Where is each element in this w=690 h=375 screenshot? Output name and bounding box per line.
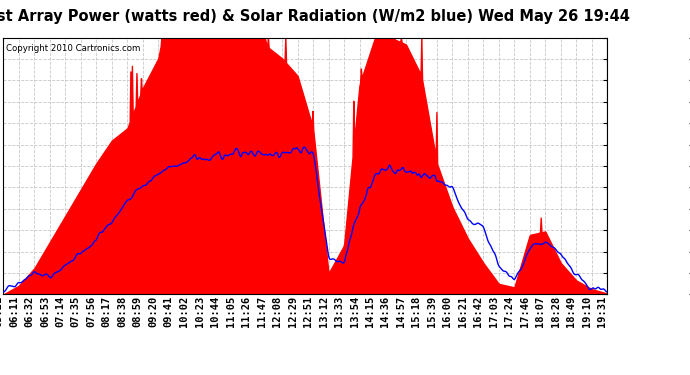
Text: 09:41: 09:41 xyxy=(164,296,174,327)
Text: 15:18: 15:18 xyxy=(411,296,422,327)
Text: 10:44: 10:44 xyxy=(210,296,220,327)
Text: 06:32: 06:32 xyxy=(24,296,34,327)
Text: 13:54: 13:54 xyxy=(350,296,359,327)
Text: 05:21: 05:21 xyxy=(0,296,3,327)
Text: 16:00: 16:00 xyxy=(442,296,453,327)
Text: 07:14: 07:14 xyxy=(55,296,66,327)
Text: 14:36: 14:36 xyxy=(380,296,391,327)
Text: 07:56: 07:56 xyxy=(86,296,97,327)
Text: 13:33: 13:33 xyxy=(334,296,344,327)
Text: 08:38: 08:38 xyxy=(117,296,127,327)
Text: 18:07: 18:07 xyxy=(535,296,545,327)
Text: 12:29: 12:29 xyxy=(288,296,297,327)
Text: 09:20: 09:20 xyxy=(148,296,158,327)
Text: 12:51: 12:51 xyxy=(303,296,313,327)
Text: 13:12: 13:12 xyxy=(319,296,328,327)
Text: 08:17: 08:17 xyxy=(102,296,112,327)
Text: 17:03: 17:03 xyxy=(489,296,499,327)
Text: 12:08: 12:08 xyxy=(272,296,282,327)
Text: 19:10: 19:10 xyxy=(582,296,592,327)
Text: 17:24: 17:24 xyxy=(504,296,514,327)
Text: 18:49: 18:49 xyxy=(566,296,576,327)
Text: 07:35: 07:35 xyxy=(71,296,81,327)
Text: 06:53: 06:53 xyxy=(40,296,50,327)
Text: 15:39: 15:39 xyxy=(427,296,437,327)
Text: 17:46: 17:46 xyxy=(520,296,530,327)
Text: 11:47: 11:47 xyxy=(257,296,266,327)
Text: 16:21: 16:21 xyxy=(458,296,468,327)
Text: 14:15: 14:15 xyxy=(365,296,375,327)
Text: 11:05: 11:05 xyxy=(226,296,236,327)
Text: 16:42: 16:42 xyxy=(473,296,484,327)
Text: East Array Power (watts red) & Solar Radiation (W/m2 blue) Wed May 26 19:44: East Array Power (watts red) & Solar Rad… xyxy=(0,9,630,24)
Text: 19:31: 19:31 xyxy=(598,296,607,327)
Text: 10:02: 10:02 xyxy=(179,296,189,327)
Text: Copyright 2010 Cartronics.com: Copyright 2010 Cartronics.com xyxy=(6,44,141,53)
Text: 18:28: 18:28 xyxy=(551,296,561,327)
Text: 11:26: 11:26 xyxy=(241,296,251,327)
Text: 08:59: 08:59 xyxy=(132,296,143,327)
Text: 10:23: 10:23 xyxy=(195,296,205,327)
Text: 06:11: 06:11 xyxy=(9,296,19,327)
Text: 14:57: 14:57 xyxy=(396,296,406,327)
